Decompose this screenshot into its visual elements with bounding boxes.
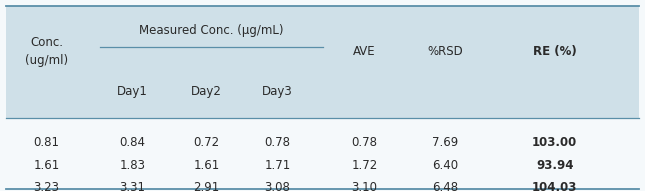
Text: 0.72: 0.72 [194,136,219,149]
Text: Day3: Day3 [262,85,293,98]
Text: 3.31: 3.31 [119,181,145,191]
Text: Day1: Day1 [117,85,148,98]
Text: RE (%): RE (%) [533,45,577,58]
FancyBboxPatch shape [6,6,639,118]
Text: 6.40: 6.40 [432,159,458,172]
Text: Day2: Day2 [191,85,222,98]
Text: Conc.
(ug/ml): Conc. (ug/ml) [25,36,68,67]
Text: 103.00: 103.00 [532,136,577,149]
Text: 1.72: 1.72 [352,159,377,172]
Text: 3.23: 3.23 [34,181,59,191]
Text: 1.71: 1.71 [264,159,290,172]
Text: AVE: AVE [353,45,376,58]
Text: 6.48: 6.48 [432,181,458,191]
Text: 93.94: 93.94 [536,159,573,172]
Text: 0.78: 0.78 [352,136,377,149]
Text: 1.83: 1.83 [119,159,145,172]
Text: 0.81: 0.81 [34,136,59,149]
Text: %RSD: %RSD [427,45,463,58]
Text: 2.91: 2.91 [194,181,219,191]
Text: 3.08: 3.08 [264,181,290,191]
Text: 3.10: 3.10 [352,181,377,191]
Text: 0.78: 0.78 [264,136,290,149]
Text: 1.61: 1.61 [34,159,59,172]
Text: 104.03: 104.03 [532,181,577,191]
Text: 0.84: 0.84 [119,136,145,149]
Text: 1.61: 1.61 [194,159,219,172]
Text: 7.69: 7.69 [432,136,458,149]
Text: Measured Conc. (μg/mL): Measured Conc. (μg/mL) [139,24,284,37]
